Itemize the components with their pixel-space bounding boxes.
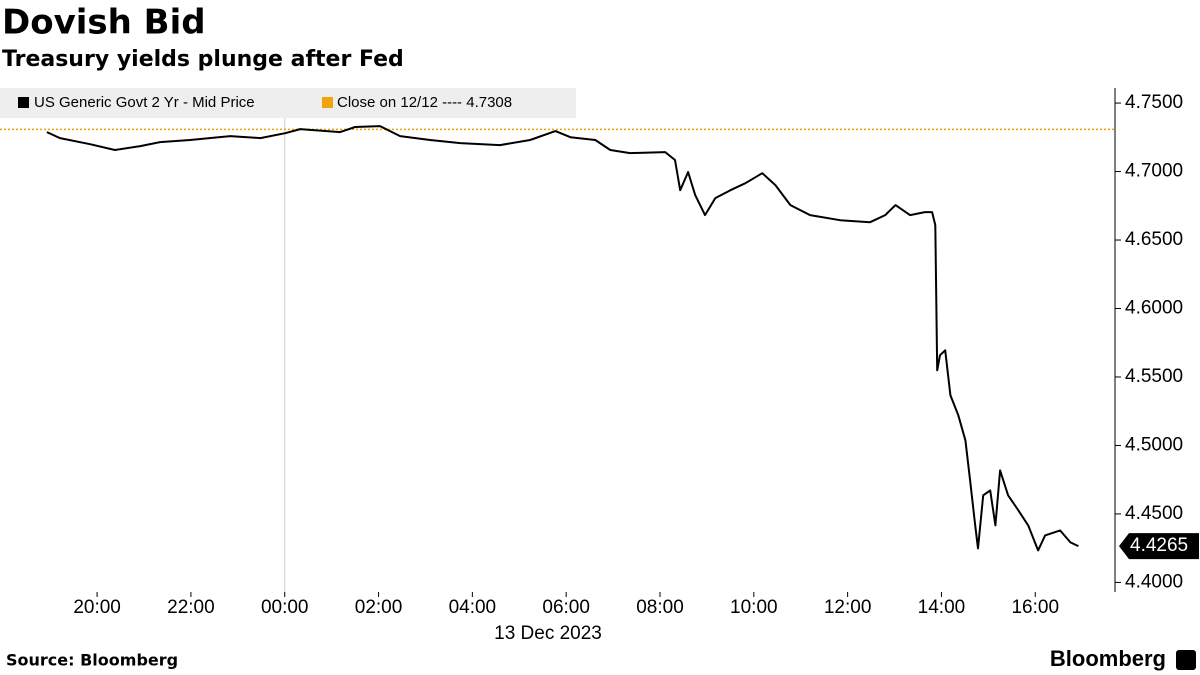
legend-label: US Generic Govt 2 Yr - Mid Price xyxy=(34,94,255,111)
x-tick-label: 16:00 xyxy=(1011,597,1059,618)
y-tick-label: 4.4500 xyxy=(1125,503,1183,524)
x-tick-label: 00:00 xyxy=(261,597,309,618)
chart-subtitle: Treasury yields plunge after Fed xyxy=(2,47,404,72)
series-line xyxy=(46,125,1079,552)
logo: Bloomberg xyxy=(1050,646,1166,671)
last-value-box xyxy=(1119,533,1199,560)
logo-icon xyxy=(1176,650,1196,670)
x-tick-label: 06:00 xyxy=(542,597,590,618)
x-tick-label: 08:00 xyxy=(636,597,684,618)
y-tick-label: 4.5500 xyxy=(1125,366,1183,387)
legend-swatch xyxy=(322,97,333,108)
x-tick-label: 10:00 xyxy=(730,597,778,618)
legend-label: Close on 12/12 ---- 4.7308 xyxy=(337,94,512,111)
x-tick-label: 22:00 xyxy=(167,597,215,618)
y-tick-label: 4.7000 xyxy=(1125,161,1183,182)
y-tick-label: 4.5000 xyxy=(1125,434,1183,455)
x-axis-label: 13 Dec 2023 xyxy=(494,623,602,644)
legend-swatch xyxy=(18,97,29,108)
legend-box xyxy=(0,88,576,118)
x-tick-label: 04:00 xyxy=(449,597,497,618)
x-tick-label: 20:00 xyxy=(73,597,121,618)
source: Source: Bloomberg xyxy=(6,651,178,670)
y-tick-label: 4.6500 xyxy=(1125,229,1183,250)
x-tick-label: 14:00 xyxy=(918,597,966,618)
y-tick-label: 4.4000 xyxy=(1125,571,1183,592)
y-tick-label: 4.7500 xyxy=(1125,92,1183,113)
x-tick-label: 02:00 xyxy=(355,597,403,618)
chart-title: Dovish Bid xyxy=(2,3,206,43)
x-tick-label: 12:00 xyxy=(824,597,872,618)
last-value-label: 4.4265 xyxy=(1130,535,1188,556)
y-tick-label: 4.6000 xyxy=(1125,298,1183,319)
